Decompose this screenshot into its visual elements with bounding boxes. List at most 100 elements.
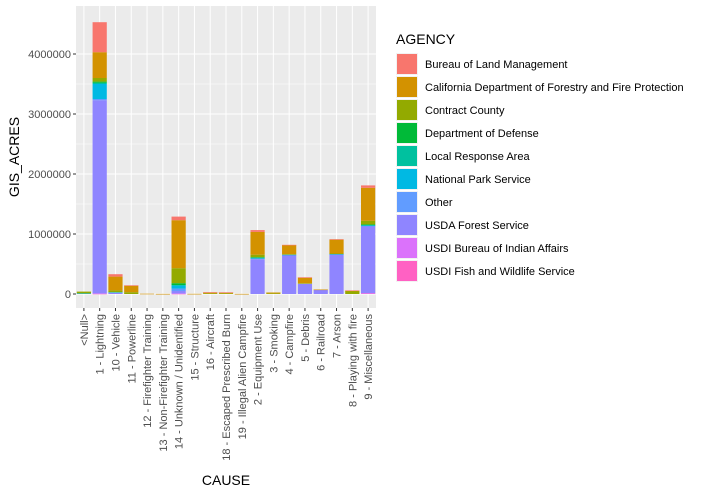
bar-segment <box>282 244 297 246</box>
bar-segment <box>171 291 186 294</box>
legend-swatch <box>397 192 417 212</box>
bar-segment <box>361 187 376 221</box>
x-axis: <Null> 1 - Lightning 10 - Vehicle 11 - Powe… <box>79 308 375 461</box>
bar-segment <box>250 257 265 258</box>
bar-segment <box>361 224 376 225</box>
bar-segment <box>203 292 218 293</box>
bar-segment <box>250 257 265 259</box>
bar-segment <box>171 285 186 289</box>
bar-segment <box>124 285 139 286</box>
x-tick-label: 11 - Powerline <box>126 314 138 384</box>
legend-label: Bureau of Land Management <box>425 59 568 71</box>
legend-swatch <box>397 123 417 143</box>
x-tick-label: 5 - Debris <box>300 314 312 362</box>
bar-segment <box>297 283 313 284</box>
legend-label: Contract County <box>425 105 505 117</box>
bar-segment <box>187 293 202 295</box>
bar-segment <box>108 292 123 293</box>
x-tick-label: 19 - Illegal Alien Campfire <box>237 314 249 439</box>
bar-segment <box>171 220 186 269</box>
y-tick-label: 0 <box>65 289 71 301</box>
bar-segment <box>92 81 107 83</box>
x-tick-label: 2 - Equipment Use <box>253 314 265 405</box>
legend-swatch <box>397 169 417 189</box>
x-tick-label: 15 - Structure <box>189 314 201 381</box>
bar-segment <box>171 288 186 291</box>
bar-segment <box>124 285 139 293</box>
bar-segment <box>218 292 234 294</box>
y-axis-title: GIS_ACRES <box>6 117 22 197</box>
bar-segment <box>108 276 123 291</box>
bar-segment <box>282 254 297 255</box>
x-axis-title: CAUSE <box>202 472 250 488</box>
bar-segment <box>297 277 313 284</box>
bar-segment <box>108 274 123 277</box>
bar-segment <box>345 290 360 291</box>
legend-label: Department of Defense <box>425 128 539 140</box>
bar-segment <box>361 185 376 188</box>
bar-segment <box>203 293 218 294</box>
bar-segment <box>171 293 186 294</box>
legend-label: USDI Fish and Wildlife Service <box>425 266 575 278</box>
bar-segment <box>329 239 344 254</box>
bar-segment <box>171 268 186 284</box>
bar-segment <box>361 226 376 294</box>
bar-segment <box>218 292 234 293</box>
bar-segment <box>282 254 297 256</box>
bar-segment <box>313 289 328 291</box>
legend-swatch <box>397 77 417 97</box>
bar-segment <box>92 82 107 84</box>
bar-segment <box>108 292 123 294</box>
bar-segment <box>203 292 218 294</box>
bar-segment <box>297 283 313 294</box>
legend-swatch <box>397 238 417 258</box>
bar-segment <box>282 245 297 255</box>
x-tick-label: 13 - Non-Firefighter Training <box>158 314 170 452</box>
bar-segment <box>171 285 186 286</box>
y-tick-label: 3000000 <box>28 109 71 121</box>
legend-label: USDI Bureau of Indian Affairs <box>425 243 569 255</box>
bar-segment <box>361 293 376 294</box>
y-tick-label: 2000000 <box>28 169 71 181</box>
bar-segment <box>92 293 107 294</box>
legend-swatch <box>397 261 417 281</box>
x-tick-label: 10 - Vehicle <box>110 314 122 371</box>
x-tick-label: 14 - Unknown / Unidentified <box>174 314 186 449</box>
bar-segment <box>155 293 170 295</box>
bar-segment <box>250 254 265 258</box>
bar-segment <box>250 230 265 232</box>
legend-label: National Park Service <box>425 174 531 186</box>
bar-segment <box>250 258 265 260</box>
bar-segment <box>329 254 344 255</box>
x-tick-label: 16 - Aircraft <box>205 314 217 370</box>
x-tick-label: 8 - Playing with fire <box>347 314 359 407</box>
bar-segment <box>76 291 91 294</box>
bar-segment <box>361 225 376 227</box>
bar-segment <box>234 293 249 295</box>
y-tick-label: 1000000 <box>28 229 71 241</box>
bar-segment <box>124 292 139 294</box>
legend-label: Local Response Area <box>425 151 530 163</box>
bars <box>76 22 376 295</box>
bar-segment <box>297 277 313 278</box>
legend-label: Other <box>425 197 453 209</box>
bar-segment <box>92 99 107 101</box>
bar-segment <box>108 290 123 293</box>
bar-segment <box>282 255 297 294</box>
x-tick-label: 7 - Arson <box>332 314 344 358</box>
bar-segment <box>266 293 281 294</box>
legend-swatch <box>397 54 417 74</box>
bar-segment <box>92 22 107 53</box>
bar-segment <box>313 289 328 294</box>
legend-swatch <box>397 215 417 235</box>
bar-segment <box>171 283 186 285</box>
bar-segment <box>329 239 344 240</box>
x-tick-label: 12 - Firefighter Training <box>142 314 154 428</box>
bar-segment <box>329 253 344 255</box>
bar-segment <box>92 100 107 294</box>
bar-segment <box>345 291 360 294</box>
bar-segment <box>266 292 281 294</box>
x-tick-label: 3 - Smoking <box>268 314 280 373</box>
bar-segment <box>76 293 91 294</box>
